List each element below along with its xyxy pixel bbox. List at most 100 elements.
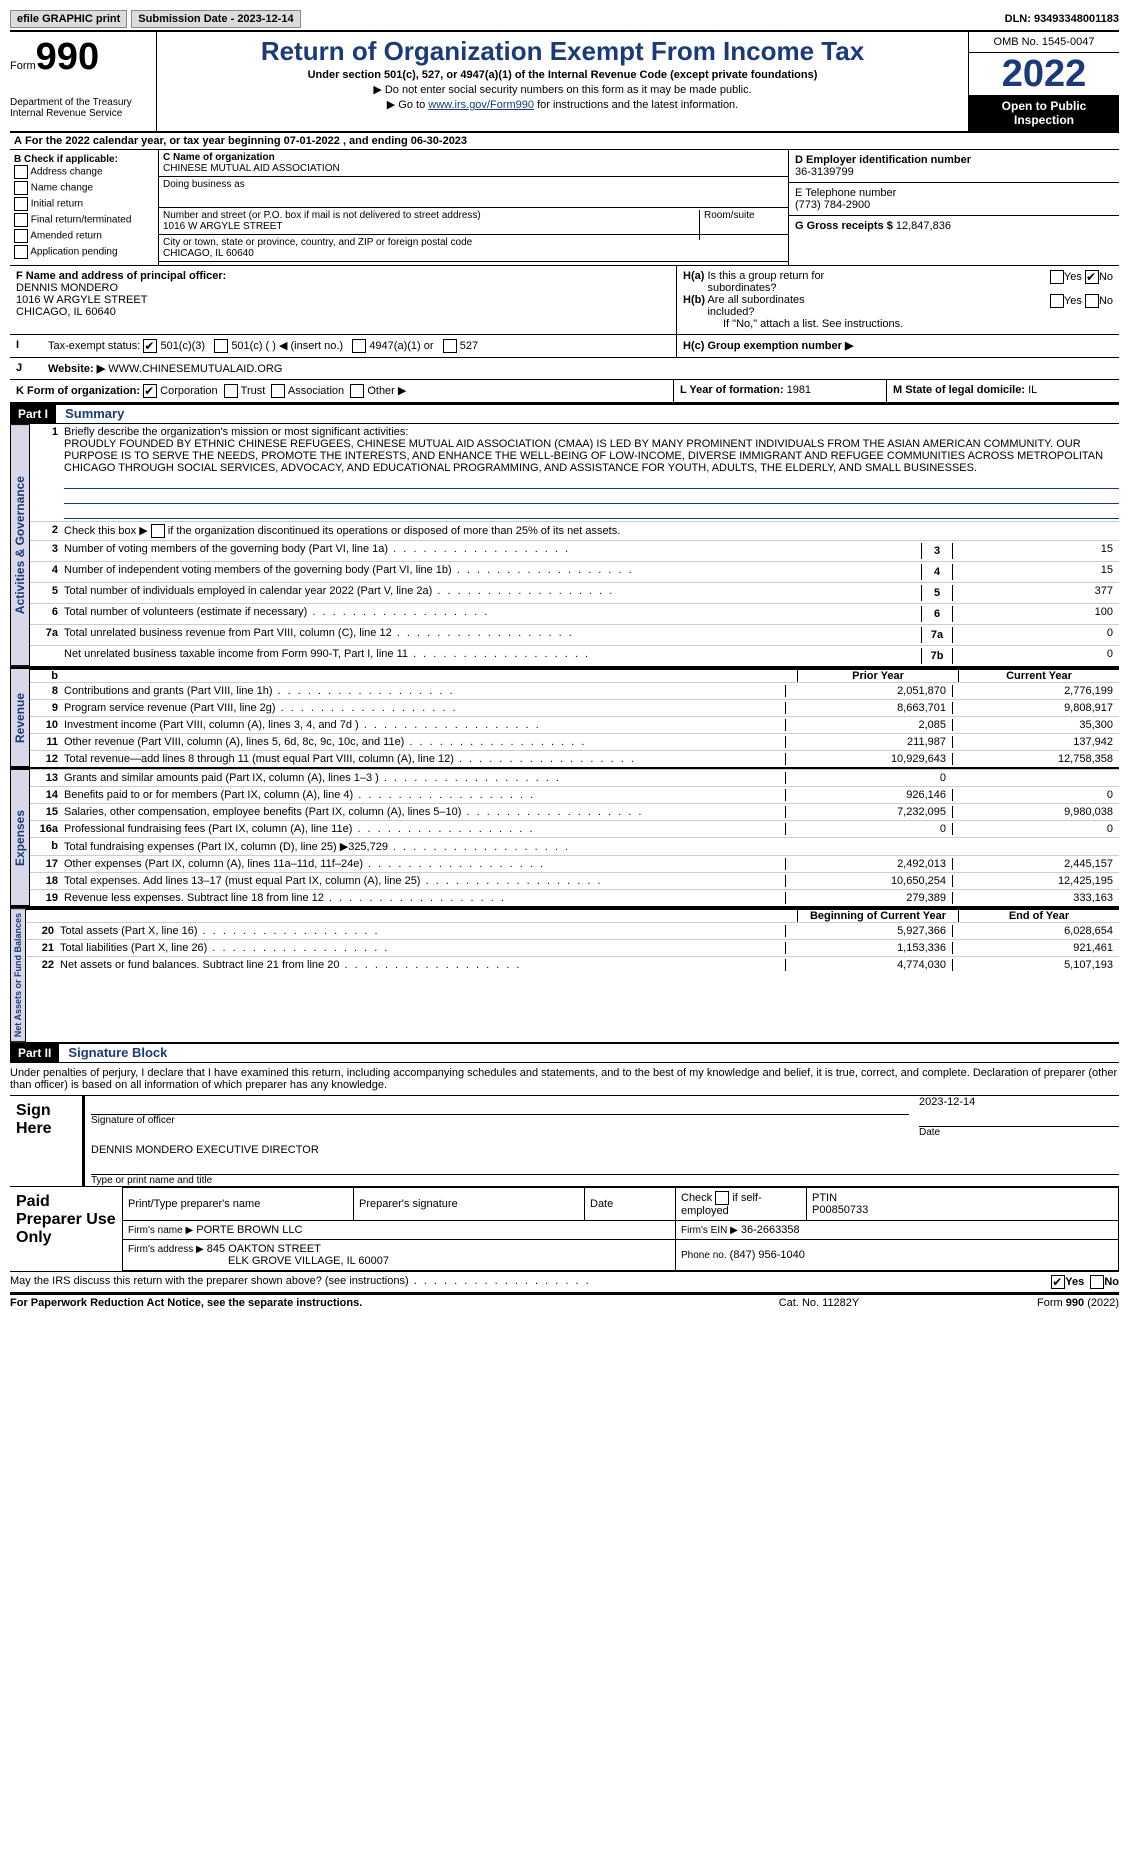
side-revenue: Revenue: [10, 668, 30, 767]
openpub-1: Open to Public: [1002, 99, 1087, 113]
side-activities: Activities & Governance: [10, 424, 30, 666]
officer-name: DENNIS MONDERO: [16, 282, 118, 294]
sig-officer-label: Signature of officer: [91, 1115, 909, 1126]
openpub-2: Inspection: [1014, 113, 1074, 127]
org-name: CHINESE MUTUAL AID ASSOCIATION: [163, 163, 784, 174]
footer: For Paperwork Reduction Act Notice, see …: [10, 1293, 1119, 1309]
form-number: Form990: [10, 36, 150, 79]
cb-501c[interactable]: [214, 339, 228, 353]
gov-row: 6Total number of volunteers (estimate if…: [30, 603, 1119, 624]
cb-name-change[interactable]: Name change: [14, 181, 154, 195]
gov-row: 4Number of independent voting members of…: [30, 561, 1119, 582]
street-val: 1016 W ARGYLE STREET: [163, 221, 784, 232]
l-val: 1981: [787, 384, 811, 396]
gross-label: G Gross receipts $: [795, 220, 893, 232]
cb-trust[interactable]: [224, 384, 238, 398]
gross-val: 12,847,836: [896, 220, 951, 232]
subtitle-1: Under section 501(c), 527, or 4947(a)(1)…: [161, 69, 964, 81]
form-word: Form: [10, 60, 36, 72]
cb-assoc[interactable]: [271, 384, 285, 398]
rev-row: 11Other revenue (Part VIII, column (A), …: [30, 733, 1119, 750]
part1-bar: Part I Summary: [10, 404, 1119, 424]
beg-year-hdr: Beginning of Current Year: [797, 910, 958, 922]
gov-row: 3Number of voting members of the governi…: [30, 540, 1119, 561]
ha-no[interactable]: No: [1085, 270, 1113, 294]
dept-treasury: Department of the Treasury: [10, 97, 150, 108]
may-irs-row: May the IRS discuss this return with the…: [10, 1271, 1119, 1293]
preparer-hdr: Paid Preparer Use Only: [10, 1187, 122, 1271]
may-irs-no[interactable]: No: [1090, 1275, 1119, 1289]
col-b: B Check if applicable: Address change Na…: [10, 150, 159, 265]
city-val: CHICAGO, IL 60640: [163, 248, 784, 259]
rev-row: 10Investment income (Part VIII, column (…: [30, 716, 1119, 733]
city-label: City or town, state or province, country…: [163, 237, 784, 248]
sig-name: DENNIS MONDERO EXECUTIVE DIRECTOR: [91, 1144, 1119, 1156]
cb-4947[interactable]: [352, 339, 366, 353]
website-val: WWW.CHINESEMUTUALAID.ORG: [108, 363, 282, 375]
irs-link[interactable]: www.irs.gov/Form990: [428, 99, 534, 111]
prior-year-hdr: Prior Year: [797, 670, 958, 682]
cb-selfemp[interactable]: [715, 1191, 729, 1205]
exp-row: 19Revenue less expenses. Subtract line 1…: [30, 889, 1119, 906]
hb-yes[interactable]: Yes: [1050, 294, 1082, 318]
exp-row: 17Other expenses (Part IX, column (A), l…: [30, 855, 1119, 872]
foot-center: Cat. No. 11282Y: [719, 1297, 919, 1309]
topbar: efile GRAPHIC print Submission Date - 20…: [10, 10, 1119, 28]
entity-block: B Check if applicable: Address change Na…: [10, 150, 1119, 265]
hb-note: If "No," attach a list. See instructions…: [683, 318, 1113, 330]
gov-row: Net unrelated business taxable income fr…: [30, 645, 1119, 666]
fh-row: F Name and address of principal officer:…: [10, 265, 1119, 334]
firm-addr1: 845 OAKTON STREET: [207, 1243, 321, 1255]
cb-initial-return[interactable]: Initial return: [14, 197, 154, 211]
cb-address-change[interactable]: Address change: [14, 165, 154, 179]
subtitle-2: ▶ Do not enter social security numbers o…: [161, 83, 964, 96]
ha-yes[interactable]: Yes: [1050, 270, 1082, 294]
hc: H(c) Group exemption number ▶: [676, 335, 1119, 357]
hb-no[interactable]: No: [1085, 294, 1113, 318]
form-num: 990: [36, 36, 99, 78]
cb-final-return[interactable]: Final return/terminated: [14, 213, 154, 227]
sign-here-label: Sign Here: [10, 1096, 82, 1186]
cb-527[interactable]: [443, 339, 457, 353]
cb-501c3[interactable]: [143, 339, 157, 353]
rev-row: 12Total revenue—add lines 8 through 11 (…: [30, 750, 1119, 767]
netassets-block: Net Assets or Fund Balances Beginning of…: [10, 906, 1119, 1042]
subtitle-3: ▶ Go to www.irs.gov/Form990 for instruct…: [161, 98, 964, 111]
cb-app-pending[interactable]: Application pending: [14, 245, 154, 259]
cb-discontinued[interactable]: [151, 524, 165, 538]
exp-row: 14Benefits paid to or for members (Part …: [30, 786, 1119, 803]
line-a: A For the 2022 calendar year, or tax yea…: [10, 133, 1119, 150]
expenses-block: Expenses 13Grants and similar amounts pa…: [10, 767, 1119, 906]
bal-row: 21Total liabilities (Part X, line 26)1,1…: [26, 939, 1119, 956]
prep-name-hdr: Print/Type preparer's name: [123, 1188, 354, 1221]
part2-bar: Part II Signature Block: [10, 1042, 1119, 1063]
may-irs-yes[interactable]: Yes: [1051, 1275, 1084, 1289]
goto-post: for instructions and the latest informat…: [534, 99, 738, 111]
exp-row: 18Total expenses. Add lines 13–17 (must …: [30, 872, 1119, 889]
preparer-block: Paid Preparer Use Only Print/Type prepar…: [10, 1187, 1119, 1271]
cb-other[interactable]: [350, 384, 364, 398]
b-label: B Check if applicable:: [14, 154, 118, 165]
col-de: D Employer identification number 36-3139…: [788, 150, 1119, 265]
officer-addr1: 1016 W ARGYLE STREET: [16, 294, 147, 306]
sig-declaration: Under penalties of perjury, I declare th…: [10, 1063, 1119, 1095]
phone-val: (773) 784-2900: [795, 199, 870, 211]
firm-phone-label: Phone no.: [681, 1250, 727, 1261]
sign-here-block: Sign Here Signature of officer 2023-12-1…: [10, 1095, 1119, 1187]
open-public: Open to Public Inspection: [969, 95, 1119, 131]
firm-ein-label: Firm's EIN ▶: [681, 1225, 738, 1236]
part2-hdr: Part II: [10, 1044, 59, 1062]
sig-date: 2023-12-14: [919, 1096, 1119, 1108]
cb-amended-return[interactable]: Amended return: [14, 229, 154, 243]
form-title: Return of Organization Exempt From Incom…: [161, 36, 964, 67]
l-label: L Year of formation:: [680, 384, 784, 396]
c-name-label: C Name of organization: [163, 152, 784, 163]
cb-corp[interactable]: [143, 384, 157, 398]
foot-right: Form 990 (2022): [919, 1297, 1119, 1309]
ein-label: D Employer identification number: [795, 154, 971, 166]
submission-date-label: Submission Date - 2023-12-14: [131, 10, 300, 28]
phone-label: E Telephone number: [795, 187, 896, 199]
firm-val: PORTE BROWN LLC: [196, 1224, 302, 1236]
rev-row: 8Contributions and grants (Part VIII, li…: [30, 682, 1119, 699]
officer-addr2: CHICAGO, IL 60640: [16, 306, 116, 318]
